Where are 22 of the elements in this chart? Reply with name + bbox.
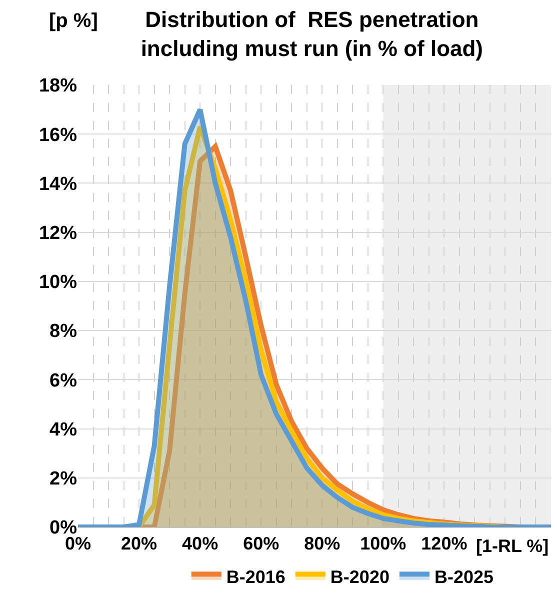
x-tick-label: 120% [421, 534, 468, 554]
legend-label: B-2025 [434, 567, 494, 588]
y-tick-label: 16% [38, 124, 78, 146]
y-tick-label: 14% [38, 174, 78, 195]
y-tick-label: 6% [50, 370, 78, 392]
y-tick-label: 12% [38, 222, 78, 244]
chart-title: Distribution of RES penetration including must run (in % of load) [140, 7, 484, 61]
x-tick-label: 40% [182, 534, 218, 554]
y-tick-label: 2% [50, 468, 78, 490]
y-tick-label: 18% [38, 76, 78, 97]
x-tick-label: 100% [360, 534, 406, 554]
y-tick-label: 8% [50, 321, 78, 342]
y-tick-label: 10% [38, 272, 78, 294]
x-tick-label: 20% [121, 534, 158, 554]
x-tick-label: 80% [304, 534, 340, 554]
y-axis-title: [p %] [49, 10, 98, 32]
x-axis-title: [1-RL %] [476, 536, 549, 556]
legend-label: B-2016 [226, 567, 286, 588]
y-tick-label: 4% [50, 419, 78, 440]
legend-label: B-2020 [330, 567, 390, 588]
x-tick-label: 60% [243, 534, 280, 554]
x-tick-label: 0% [64, 534, 92, 554]
